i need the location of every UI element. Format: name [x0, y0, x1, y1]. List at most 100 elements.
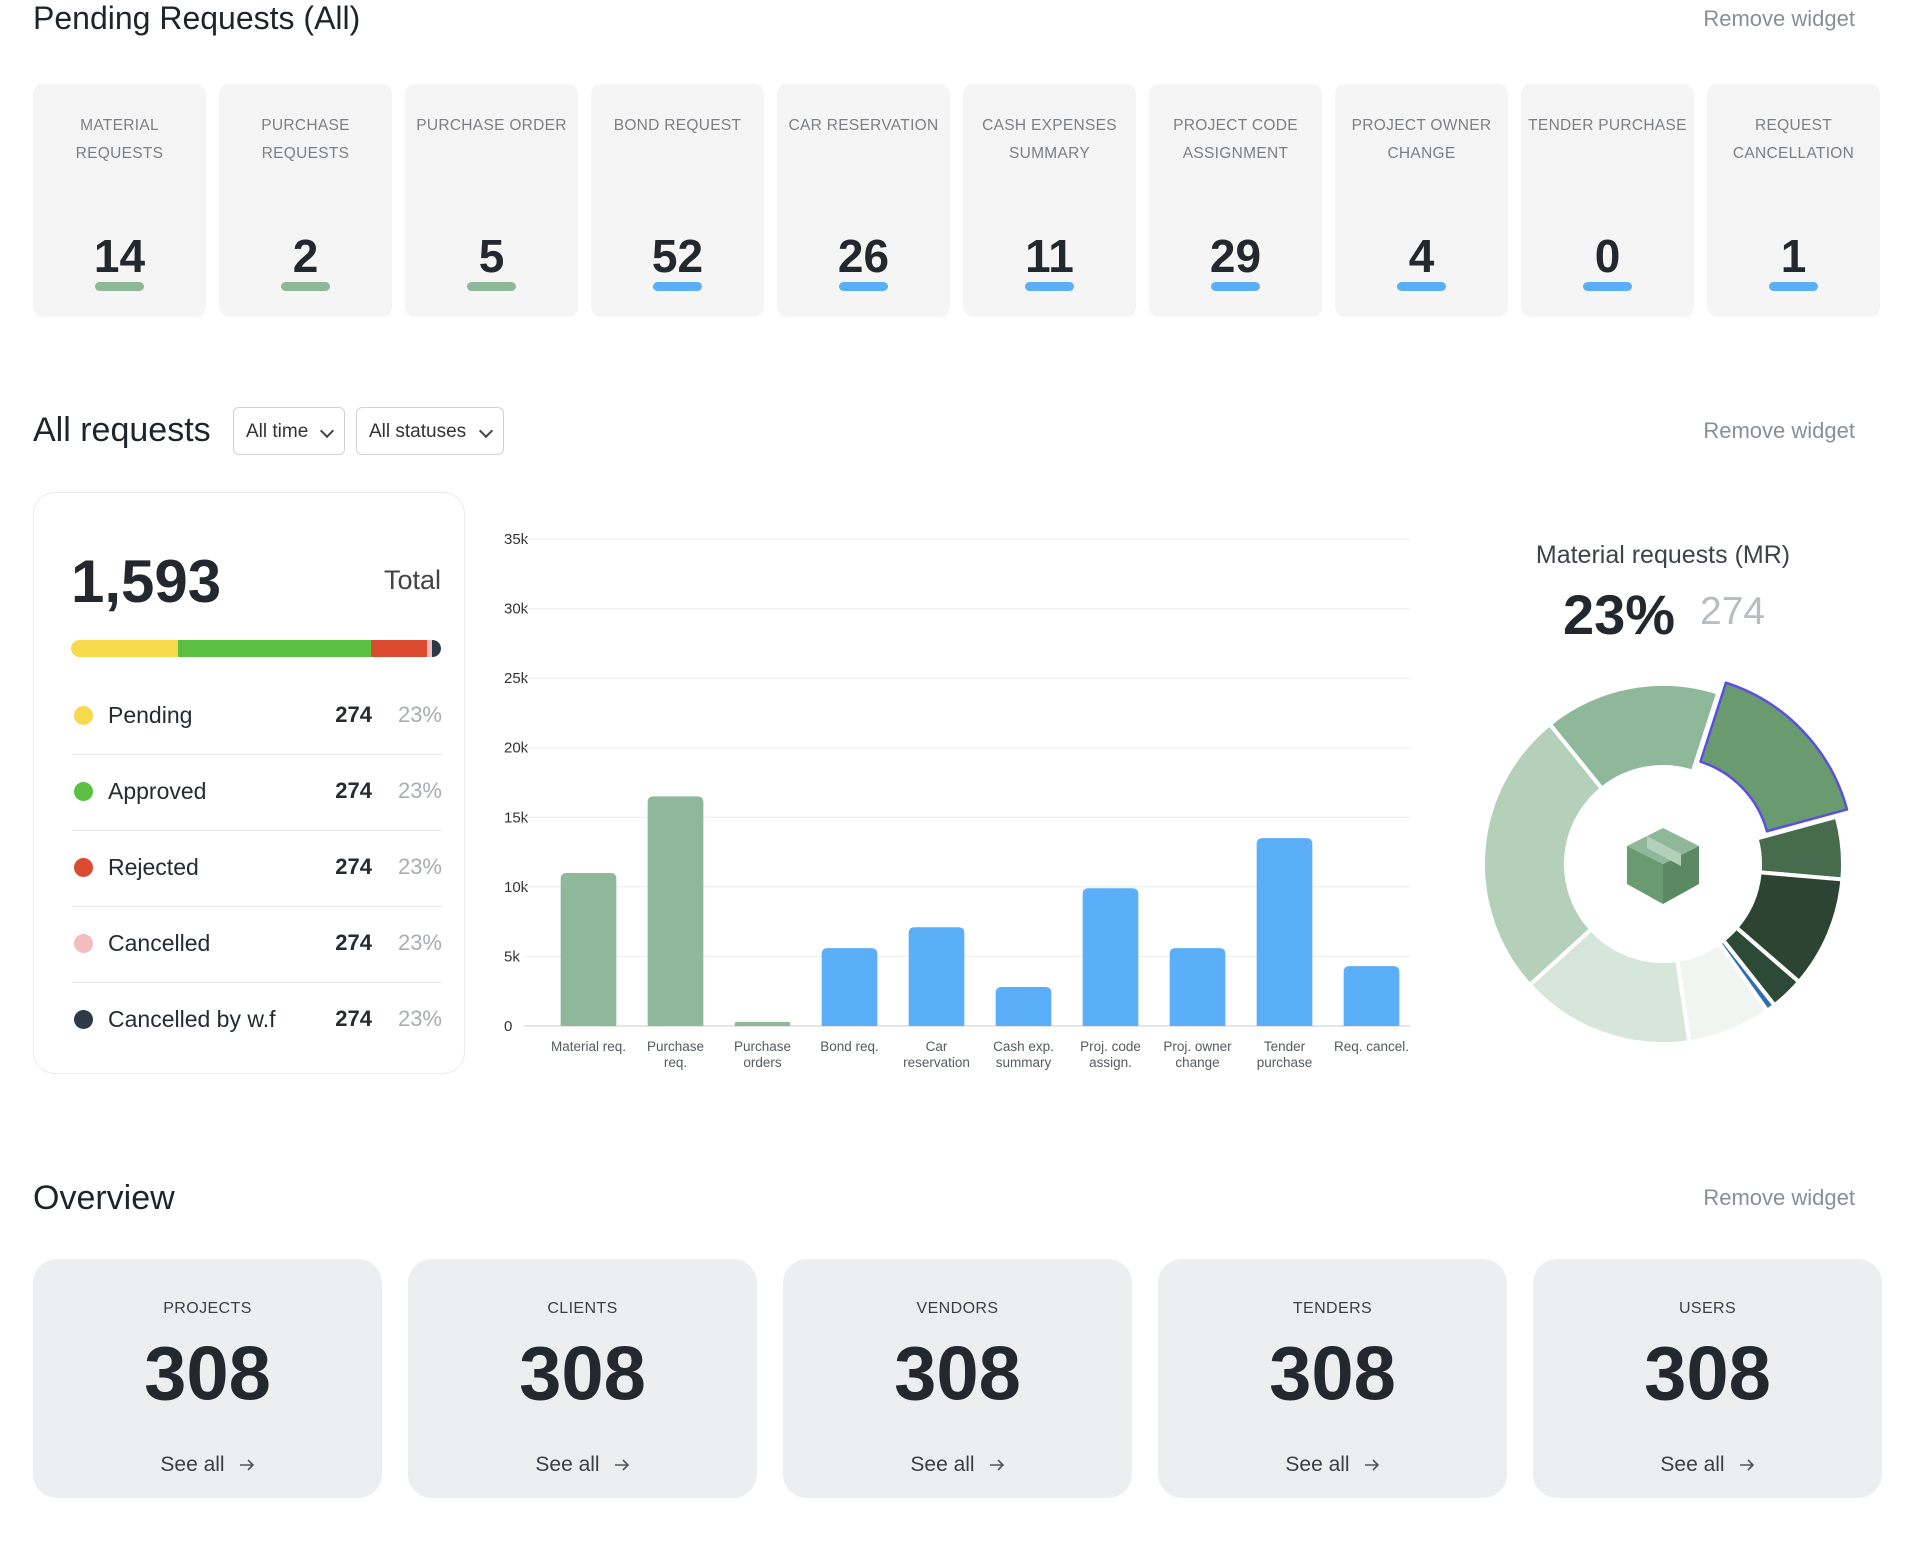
y-tick-label: 0: [504, 1018, 512, 1035]
pending-card[interactable]: PROJECT CODE ASSIGNMENT 29: [1149, 84, 1322, 317]
status-count: 274: [335, 702, 372, 727]
see-all-link[interactable]: See all: [1533, 1453, 1882, 1477]
card-value: 26: [837, 230, 890, 282]
filter-dropdown[interactable]: All time: [233, 407, 345, 455]
card-value: 11: [1025, 230, 1074, 282]
link-text[interactable]: See all: [535, 1453, 600, 1476]
status-bar-segment: [71, 640, 179, 657]
card-value: 1: [1780, 230, 1807, 282]
pending-card[interactable]: PURCHASE ORDER 5: [405, 84, 578, 317]
bar: [995, 987, 1052, 1026]
status-name: Cancelled by w.f: [108, 1006, 276, 1032]
see-all-link[interactable]: See all: [783, 1453, 1132, 1477]
status-bar-segment: [370, 640, 427, 657]
x-tick-label: Bond req.: [820, 1039, 879, 1054]
pending-card[interactable]: PURCHASE REQUESTS 2: [219, 84, 392, 317]
card-indicator: [839, 282, 888, 291]
x-tick-label: Material req.: [550, 1039, 627, 1054]
bar: [1256, 838, 1313, 1026]
y-tick-label: 30k: [504, 601, 529, 618]
arrow-icon: [1364, 1453, 1380, 1477]
pending-card[interactable]: REQUEST CANCELLATION 1: [1707, 84, 1880, 317]
card-label: PURCHASE REQUESTS: [261, 117, 350, 162]
status-dot: [74, 706, 93, 725]
card-indicator: [467, 282, 516, 291]
box-icon: [1627, 828, 1699, 904]
link-text[interactable]: See all: [160, 1453, 225, 1476]
status-dot: [74, 782, 93, 801]
total-label: Total: [383, 565, 441, 595]
x-tick-label: Proj. code assign.: [1080, 1039, 1141, 1070]
status-row: Cancelled by w.f 274 23%: [72, 982, 442, 1058]
status-row: Approved 274 23%: [72, 754, 442, 831]
status-count: 274: [335, 778, 372, 803]
see-all-link[interactable]: See all: [33, 1453, 382, 1477]
overview-card: USERS 308 See all: [1533, 1259, 1882, 1498]
status-percent: 23%: [397, 778, 442, 803]
overview-card: PROJECTS 308 See all: [33, 1259, 382, 1498]
status-count: 274: [335, 854, 372, 879]
overview-card: VENDORS 308 See all: [783, 1259, 1132, 1498]
donut-percent: 23%: [1563, 583, 1676, 646]
overview-card: CLIENTS 308 See all: [408, 1259, 757, 1498]
remove-widget[interactable]: Remove widget: [1703, 6, 1855, 31]
x-tick-label: Purchase orders: [733, 1039, 792, 1070]
card-value: 308: [519, 1331, 646, 1417]
x-tick-label: Purchase req.: [646, 1039, 705, 1070]
card-indicator: [1397, 282, 1446, 291]
card-value: 2: [292, 230, 319, 282]
card-label: MATERIAL REQUESTS: [75, 117, 164, 162]
status-percent: 23%: [397, 1006, 442, 1031]
card-label: PROJECT OWNER CHANGE: [1351, 117, 1492, 162]
link-text[interactable]: See all: [1660, 1453, 1725, 1476]
pending-card[interactable]: CASH EXPENSES SUMMARY 11: [963, 84, 1136, 317]
donut-segment: [1481, 722, 1604, 988]
card-label: TENDER PURCHASE: [1528, 117, 1687, 134]
bar: [908, 927, 965, 1026]
y-tick-label: 35k: [504, 531, 529, 548]
card-label: USERS: [1678, 1300, 1737, 1317]
status-count: 274: [335, 1006, 372, 1031]
status-row: Rejected 274 23%: [72, 830, 442, 907]
x-tick-label: Car reservation: [903, 1039, 970, 1070]
card-label: REQUEST CANCELLATION: [1732, 117, 1855, 162]
pending-card[interactable]: TENDER PURCHASE 0: [1521, 84, 1694, 317]
bar: [821, 948, 878, 1026]
status-dot: [74, 1010, 93, 1029]
overview-card: TENDERS 308 See all: [1158, 1259, 1507, 1498]
card-value: 4: [1408, 230, 1435, 282]
pending-card[interactable]: MATERIAL REQUESTS 14: [33, 84, 206, 317]
card-label: BOND REQUEST: [613, 117, 742, 134]
card-label: CLIENTS: [547, 1300, 618, 1317]
pending-card[interactable]: PROJECT OWNER CHANGE 4: [1335, 84, 1508, 317]
status-row: Cancelled 274 23%: [72, 906, 442, 983]
pending-card[interactable]: BOND REQUEST 52: [591, 84, 764, 317]
card-value: 308: [1644, 1331, 1771, 1417]
card-value: 308: [144, 1331, 271, 1417]
card-indicator: [1211, 282, 1260, 291]
card-value: 29: [1209, 230, 1262, 282]
card-label: CASH EXPENSES SUMMARY: [982, 117, 1117, 162]
card-label: PURCHASE ORDER: [416, 117, 567, 134]
donut-segment: [1699, 681, 1849, 833]
filter-dropdown[interactable]: All statuses: [356, 407, 504, 455]
card-indicator: [95, 282, 144, 291]
pending-card[interactable]: CAR RESERVATION 26: [777, 84, 950, 317]
link-text[interactable]: See all: [910, 1453, 975, 1476]
status-name: Cancelled: [108, 930, 211, 956]
card-value: 308: [894, 1331, 1021, 1417]
x-tick-label: Req. cancel.: [1333, 1039, 1410, 1054]
status-bar-segment: [426, 640, 433, 657]
status-dot: [74, 934, 93, 953]
status-dot: [74, 858, 93, 877]
remove-widget[interactable]: Remove widget: [1703, 418, 1855, 443]
remove-widget[interactable]: Remove widget: [1703, 1185, 1855, 1210]
y-tick-label: 5k: [504, 948, 520, 965]
see-all-link[interactable]: See all: [1158, 1453, 1507, 1477]
link-text[interactable]: See all: [1285, 1453, 1350, 1476]
status-bar-segment: [178, 640, 371, 657]
see-all-link[interactable]: See all: [408, 1453, 757, 1477]
summary-card: 1,593 Total Pending 274 23% Approved 274 23% R…: [33, 492, 465, 1074]
card-indicator: [1583, 282, 1632, 291]
